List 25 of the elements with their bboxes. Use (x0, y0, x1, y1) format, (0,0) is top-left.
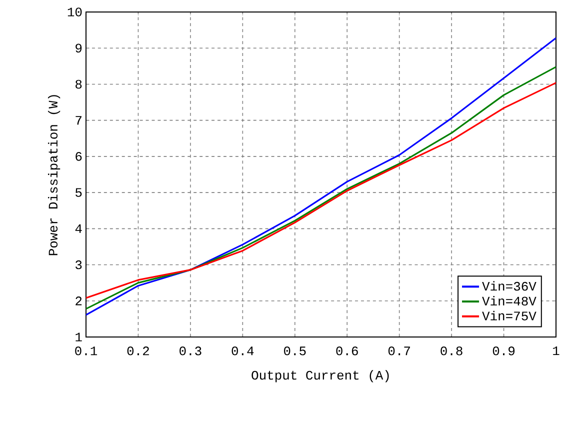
legend-label: Vin=36V (482, 281, 536, 291)
x-tick-label: 0.4 (232, 346, 254, 356)
x-tick-label: 0.2 (127, 346, 149, 356)
y-tick-label: 3 (76, 260, 82, 270)
y-tick-label: 10 (68, 8, 82, 16)
y-tick-label: 5 (76, 188, 82, 197)
y-tick-label: 6 (76, 152, 82, 161)
y-tick-label: 7 (76, 116, 82, 125)
x-tick-label: 0.5 (284, 346, 306, 356)
x-tick-label: 1 (553, 346, 560, 356)
x-tick-label: 0.6 (336, 346, 358, 356)
x-tick-label: 0.8 (440, 346, 462, 356)
x-tick-label: 0.1 (75, 346, 98, 356)
legend-label: Vin=48V (482, 296, 536, 306)
y-tick-label: 8 (76, 80, 82, 89)
y-tick-label: 1 (76, 332, 82, 342)
y-tick-label: 9 (76, 44, 82, 53)
x-tick-label: 0.9 (492, 346, 515, 356)
y-tick-label: 4 (75, 224, 82, 233)
x-tick-label: 0.3 (180, 346, 202, 356)
y-axis-title: Power Dissipation (W) (48, 95, 60, 256)
x-tick-label: 0.7 (388, 346, 410, 356)
legend-label: Vin=75V (482, 310, 536, 320)
y-tick-label: 2 (76, 296, 82, 306)
x-axis-title: Output Current (A) (252, 370, 389, 382)
